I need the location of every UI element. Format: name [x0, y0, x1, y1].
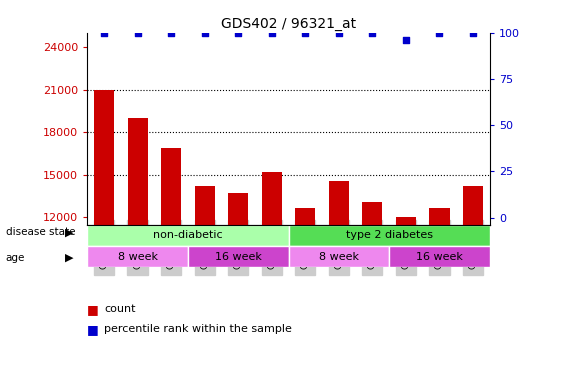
- Bar: [161, 148, 181, 366]
- Bar: [329, 180, 349, 366]
- Text: 8 week: 8 week: [118, 251, 158, 262]
- Point: [301, 30, 310, 36]
- Bar: [389, 246, 490, 267]
- Text: age: age: [6, 253, 25, 263]
- Bar: [195, 186, 215, 366]
- Text: 16 week: 16 week: [416, 251, 463, 262]
- Point: [234, 30, 243, 36]
- Text: ▶: ▶: [65, 227, 73, 238]
- Bar: [128, 118, 148, 366]
- Bar: [87, 246, 188, 267]
- Bar: [94, 90, 114, 366]
- Bar: [430, 208, 449, 366]
- Bar: [87, 225, 289, 246]
- Text: count: count: [104, 304, 136, 314]
- Text: percentile rank within the sample: percentile rank within the sample: [104, 324, 292, 335]
- Point: [100, 30, 109, 36]
- Point: [133, 30, 142, 36]
- Text: 16 week: 16 week: [215, 251, 262, 262]
- Bar: [396, 217, 416, 366]
- Text: type 2 diabetes: type 2 diabetes: [346, 230, 433, 240]
- Text: ▶: ▶: [65, 253, 73, 263]
- Bar: [363, 202, 382, 366]
- Title: GDS402 / 96321_at: GDS402 / 96321_at: [221, 16, 356, 30]
- Bar: [295, 208, 315, 366]
- Point: [368, 30, 377, 36]
- Bar: [228, 193, 248, 366]
- Point: [267, 30, 276, 36]
- Text: ■: ■: [87, 303, 99, 316]
- Text: disease state: disease state: [6, 227, 75, 238]
- Bar: [188, 246, 289, 267]
- Bar: [262, 172, 282, 366]
- Bar: [463, 186, 483, 366]
- Bar: [289, 225, 490, 246]
- Point: [401, 37, 410, 43]
- Text: ■: ■: [87, 323, 99, 336]
- Point: [435, 30, 444, 36]
- Point: [167, 30, 176, 36]
- Point: [200, 30, 209, 36]
- Bar: [289, 246, 389, 267]
- Point: [334, 30, 343, 36]
- Text: 8 week: 8 week: [319, 251, 359, 262]
- Text: non-diabetic: non-diabetic: [153, 230, 223, 240]
- Point: [468, 30, 477, 36]
